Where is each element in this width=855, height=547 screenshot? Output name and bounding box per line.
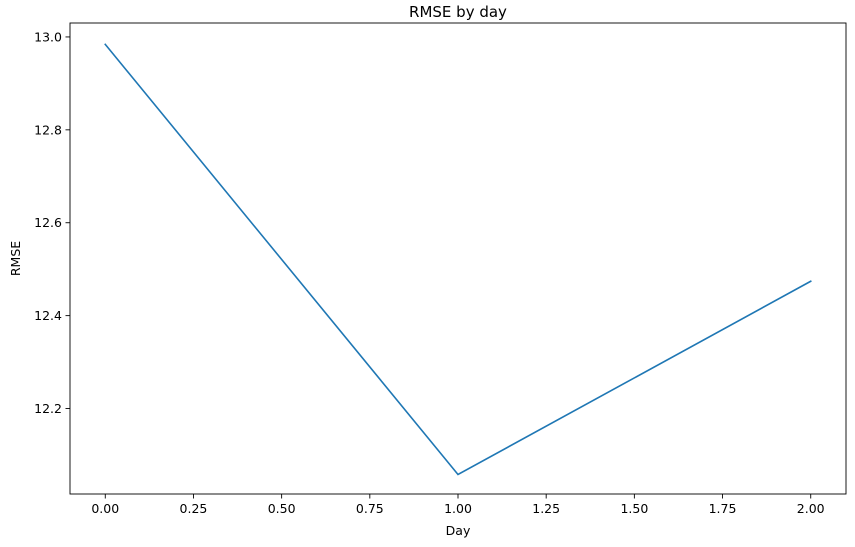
x-tick-label: 0.50 [268, 501, 296, 516]
y-tick-label: 13.0 [34, 29, 62, 44]
x-axis-title: Day [446, 523, 471, 538]
x-tick-label: 1.25 [532, 501, 560, 516]
y-tick-label: 12.8 [34, 122, 62, 137]
plot-area [70, 23, 846, 494]
x-tick-label: 0.75 [356, 501, 384, 516]
x-axis-ticks: 0.00 0.25 0.50 0.75 1.00 1.25 1.50 1.75 2.00 [91, 494, 825, 516]
x-tick-label: 0.25 [180, 501, 208, 516]
series-line [104, 43, 812, 476]
y-axis-ticks: 12.2 12.4 12.6 12.8 13.0 [34, 29, 70, 416]
plot-frame [69, 22, 847, 495]
x-tick-label: 0.00 [91, 501, 119, 516]
series-layer [104, 43, 812, 476]
x-tick-label: 1.50 [620, 501, 648, 516]
y-axis-title: RMSE [8, 241, 23, 276]
y-tick-label: 12.4 [34, 308, 62, 323]
x-tick-label: 1.00 [444, 501, 472, 516]
chart-title: RMSE by day [409, 3, 507, 21]
x-tick-label: 1.75 [709, 501, 737, 516]
y-tick-label: 12.6 [34, 215, 62, 230]
y-tick-label: 12.2 [34, 401, 62, 416]
x-tick-label: 2.00 [797, 501, 825, 516]
